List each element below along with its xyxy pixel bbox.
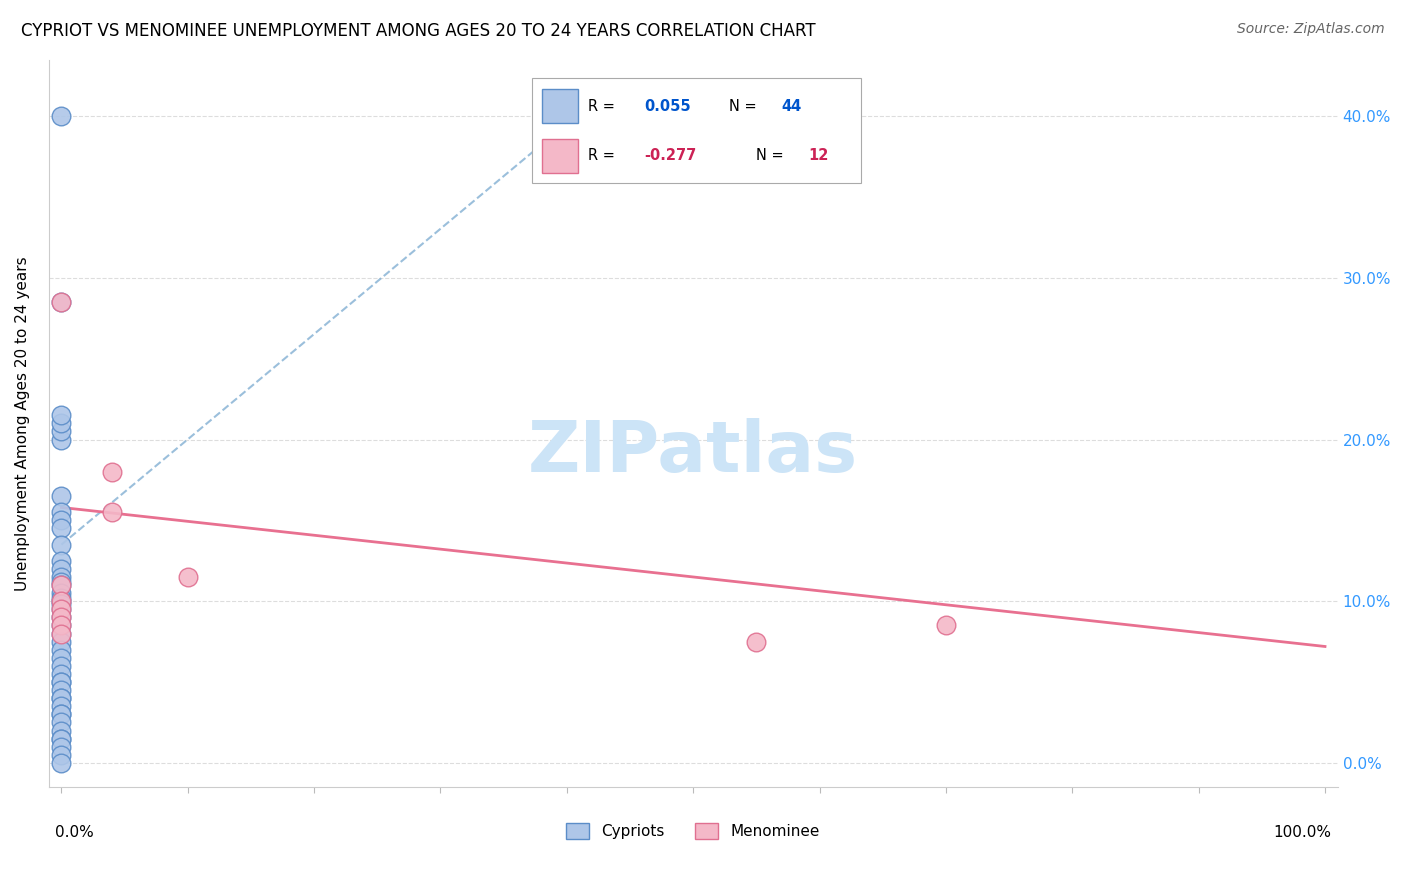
Point [51,417,73,431]
Point [101,465,124,479]
Point [51,675,73,690]
Point [745,634,768,648]
Point [51,610,73,624]
Point [51,538,73,552]
Point [51,505,73,519]
Legend: Cypriots, Menominee: Cypriots, Menominee [561,817,827,845]
Text: Source: ZipAtlas.com: Source: ZipAtlas.com [1237,22,1385,37]
Text: ZIPatlas: ZIPatlas [529,418,858,487]
Point [51,591,73,605]
Point [51,731,73,746]
Point [51,747,73,762]
Point [51,295,73,310]
Point [935,618,957,632]
Point [51,618,73,632]
Point [51,586,73,600]
Text: CYPRIOT VS MENOMINEE UNEMPLOYMENT AMONG AGES 20 TO 24 YEARS CORRELATION CHART: CYPRIOT VS MENOMINEE UNEMPLOYMENT AMONG … [21,22,815,40]
Point [51,594,73,608]
Point [51,626,73,640]
Point [51,699,73,714]
Point [51,602,73,616]
Point [51,675,73,690]
Point [51,659,73,673]
Text: 0.0%: 0.0% [55,825,94,840]
Point [51,425,73,439]
Point [51,578,73,592]
Point [51,626,73,640]
Point [177,570,200,584]
Point [101,505,124,519]
Point [51,691,73,706]
Point [51,756,73,770]
Point [51,618,73,632]
Point [51,574,73,589]
Text: 100.0%: 100.0% [1274,825,1331,840]
Point [51,602,73,616]
Point [51,731,73,746]
Point [51,707,73,722]
Point [51,715,73,730]
Point [51,409,73,423]
Point [51,562,73,576]
Point [51,513,73,527]
Point [51,723,73,738]
Point [51,489,73,503]
Point [51,739,73,754]
Point [51,642,73,657]
Point [51,109,73,123]
Point [51,707,73,722]
Point [51,691,73,706]
Point [51,554,73,568]
Point [51,610,73,624]
Point [51,578,73,592]
Point [51,521,73,535]
Point [51,594,73,608]
Point [51,570,73,584]
Y-axis label: Unemployment Among Ages 20 to 24 years: Unemployment Among Ages 20 to 24 years [15,256,30,591]
Point [51,650,73,665]
Point [51,667,73,681]
Point [51,683,73,698]
Point [51,433,73,447]
Point [51,598,73,612]
Point [51,634,73,648]
Point [51,295,73,310]
